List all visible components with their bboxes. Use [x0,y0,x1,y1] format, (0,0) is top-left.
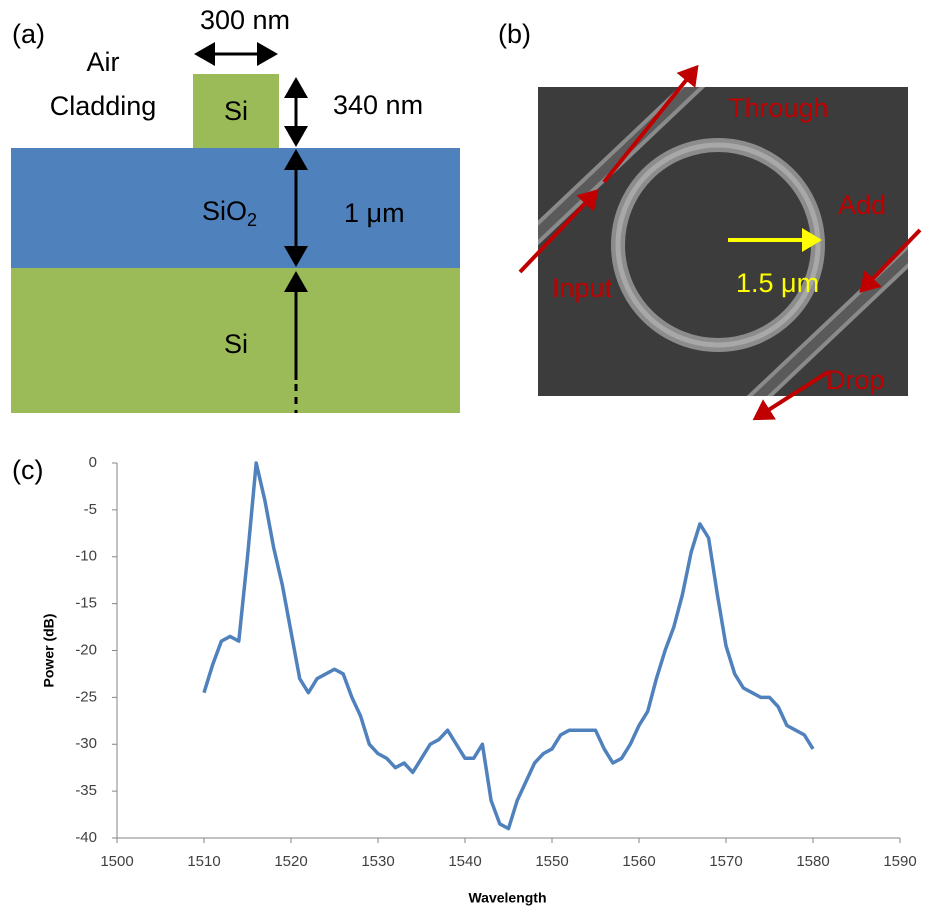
thickness-label: 1 μm [344,198,405,228]
cladding-label: Cladding [50,91,157,121]
panel-b: (b) Through Add Input Drop 1.5 μm [498,19,925,418]
y-axis-title: Power (dB) [41,614,57,688]
y-tick-label: -10 [75,548,97,565]
y-tick-label: -35 [75,782,97,799]
x-tick-label: 1520 [274,853,307,870]
y-tick-label: 0 [89,454,97,471]
y-tick-label: -25 [75,688,97,705]
panel-label: (b) [498,19,531,49]
data-line [204,463,813,829]
radius-label: 1.5 μm [736,268,819,298]
port-label: Input [552,273,613,303]
x-tick-label: 1540 [448,853,481,870]
x-tick-label: 1570 [709,853,742,870]
panel-label: (a) [12,19,45,49]
oxide-sub: 2 [247,210,257,230]
port-label: Drop [826,365,885,395]
x-tick-label: 1580 [796,853,829,870]
panel-a: (a) 300 nm Air Cladding Si 340 nm SiO2 1… [11,5,460,413]
x-tick-label: 1550 [535,853,568,870]
cladding-label: Air [87,47,120,77]
y-tick-label: -20 [75,641,97,658]
y-tick-label: -15 [75,595,97,612]
port-label: Add [838,190,886,220]
substrate-label: Si [224,329,248,359]
y-tick-label: -40 [75,829,97,846]
x-tick-label: 1510 [187,853,220,870]
chart: -40 -35 -30 -25 -20 -15 -10 -5 0 1500 1510 1520 1530… [41,454,917,906]
sem-image [520,70,925,410]
x-tick-label: 1560 [622,853,655,870]
height-label: 340 nm [333,90,423,120]
oxide-base: SiO [202,196,247,226]
x-tick-label: 1590 [883,853,916,870]
width-label: 300 nm [200,5,290,35]
figure: (a) 300 nm Air Cladding Si 340 nm SiO2 1… [0,0,925,914]
core-label: Si [224,96,248,126]
x-axis-title: Wavelength [468,890,546,906]
x-tick-label: 1500 [100,853,133,870]
y-tick-label: -5 [84,501,97,518]
x-tick-label: 1530 [361,853,394,870]
panel-label: (c) [12,455,43,485]
y-tick-label: -30 [75,735,97,752]
port-label: Through [728,93,829,123]
